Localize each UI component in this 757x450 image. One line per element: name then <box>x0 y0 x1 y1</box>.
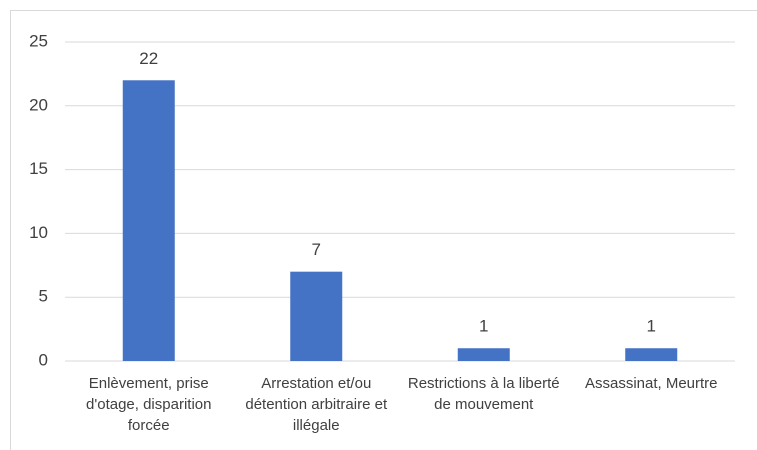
data-label: 1 <box>647 317 656 336</box>
x-tick-label: Assassinat, Meurtre <box>584 375 718 392</box>
bar <box>290 271 343 361</box>
y-tick-label: 10 <box>29 223 48 242</box>
y-tick-label: 15 <box>29 159 48 178</box>
bar <box>625 348 678 361</box>
y-tick-label: 5 <box>39 287 48 306</box>
x-tick-label: Arrestation et/ou détention arbitraire e… <box>245 375 388 434</box>
x-tick-label: Enlèvement, prise d'otage, disparition f… <box>86 375 212 434</box>
chart-border <box>10 10 757 450</box>
data-label: 1 <box>479 317 488 336</box>
data-label: 7 <box>312 240 321 259</box>
x-tick-label: Restrictions à la liberté de mouvement <box>407 375 560 413</box>
bar <box>122 80 175 361</box>
data-label: 22 <box>139 49 158 68</box>
bar <box>457 348 510 361</box>
y-tick-label: 25 <box>29 31 48 50</box>
y-tick-label: 0 <box>39 350 48 369</box>
y-tick-label: 20 <box>29 95 48 114</box>
